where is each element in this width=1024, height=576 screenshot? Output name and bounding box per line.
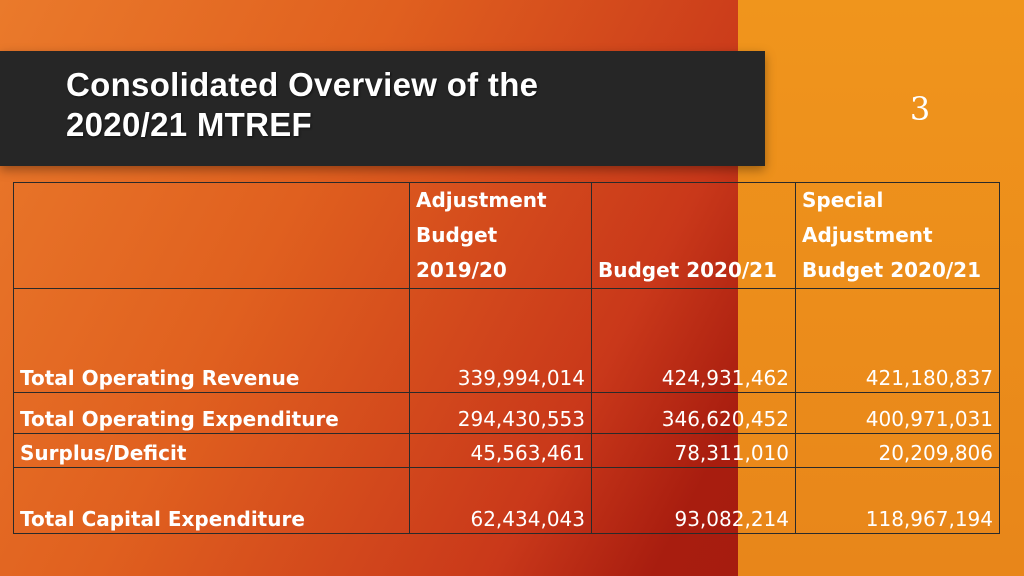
table-header-row: Adjustment Budget 2019/20 Budget 2020/21…: [13, 182, 1000, 289]
cell-value: 62,434,043: [409, 467, 592, 534]
header-cell-empty: [13, 182, 410, 289]
header-budget-2020-21: Budget 2020/21: [591, 182, 796, 289]
cell-value: 346,620,452: [591, 392, 796, 434]
title-bar: Consolidated Overview of the 2020/21 MTR…: [0, 51, 765, 166]
table-row-surplus-deficit: Surplus/Deficit 45,563,461 78,311,010 20…: [13, 433, 1000, 468]
header-special-adjustment-budget-2020-21: Special Adjustment Budget 2020/21: [795, 182, 1000, 289]
table-row-operating-revenue: Total Operating Revenue 339,994,014 424,…: [13, 288, 1000, 393]
cell-value: 424,931,462: [591, 288, 796, 393]
cell-value: 45,563,461: [409, 433, 592, 468]
page-number: 3: [909, 90, 931, 128]
row-label: Surplus/Deficit: [13, 433, 410, 468]
table-row-operating-expenditure: Total Operating Expenditure 294,430,553 …: [13, 392, 1000, 434]
cell-value: 339,994,014: [409, 288, 592, 393]
cell-value: 93,082,214: [591, 467, 796, 534]
cell-value: 421,180,837: [795, 288, 1000, 393]
cell-value: 20,209,806: [795, 433, 1000, 468]
row-label: Total Operating Expenditure: [13, 392, 410, 434]
cell-value: 118,967,194: [795, 467, 1000, 534]
budget-table: Adjustment Budget 2019/20 Budget 2020/21…: [13, 182, 1000, 534]
row-label: Total Capital Expenditure: [13, 467, 410, 534]
row-label: Total Operating Revenue: [13, 288, 410, 393]
table-row-capital-expenditure: Total Capital Expenditure 62,434,043 93,…: [13, 467, 1000, 534]
header-adjustment-budget-2019-20: Adjustment Budget 2019/20: [409, 182, 592, 289]
cell-value: 294,430,553: [409, 392, 592, 434]
cell-value: 400,971,031: [795, 392, 1000, 434]
slide-title: Consolidated Overview of the 2020/21 MTR…: [66, 66, 539, 143]
cell-value: 78,311,010: [591, 433, 796, 468]
